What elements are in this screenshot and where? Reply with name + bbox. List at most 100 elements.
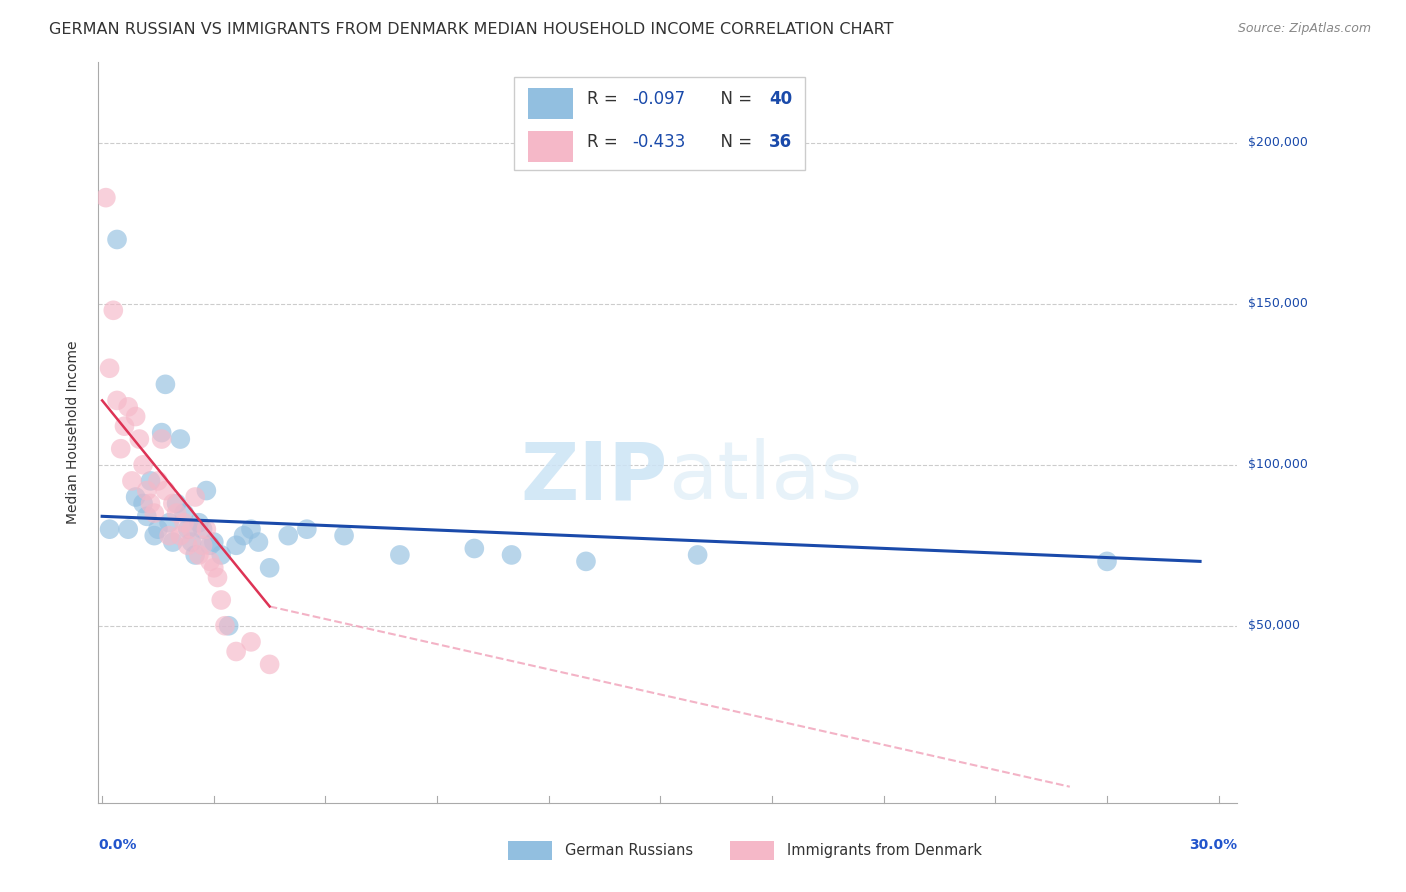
Point	[128, 432, 150, 446]
Point	[135, 509, 157, 524]
Point	[295, 522, 318, 536]
Point	[184, 548, 207, 562]
Text: -0.433: -0.433	[633, 133, 686, 151]
Text: 36: 36	[769, 133, 793, 151]
Point	[177, 538, 200, 552]
Point	[135, 483, 157, 498]
Point	[202, 535, 225, 549]
Point	[207, 570, 229, 584]
Point	[173, 516, 195, 530]
Point	[169, 432, 191, 446]
Text: -0.097: -0.097	[633, 89, 686, 108]
Bar	[509, 841, 551, 860]
Point	[173, 506, 195, 520]
Point	[155, 377, 177, 392]
Point	[117, 522, 139, 536]
Text: German Russians: German Russians	[565, 844, 693, 858]
Point	[132, 458, 155, 472]
Point	[209, 548, 232, 562]
Point	[198, 554, 221, 568]
Point	[1095, 554, 1118, 568]
Text: Immigrants from Denmark: Immigrants from Denmark	[787, 844, 983, 858]
Text: $150,000: $150,000	[1249, 297, 1308, 310]
Point	[132, 496, 155, 510]
Point	[98, 361, 121, 376]
Point	[184, 490, 207, 504]
Text: GERMAN RUSSIAN VS IMMIGRANTS FROM DENMARK MEDIAN HOUSEHOLD INCOME CORRELATION CH: GERMAN RUSSIAN VS IMMIGRANTS FROM DENMAR…	[49, 22, 894, 37]
Point	[162, 535, 184, 549]
FancyBboxPatch shape	[515, 78, 804, 169]
Point	[575, 554, 598, 568]
Point	[114, 419, 136, 434]
Point	[180, 522, 202, 536]
Point	[121, 474, 143, 488]
Point	[388, 548, 411, 562]
Point	[225, 644, 247, 658]
Point	[98, 522, 121, 536]
Point	[143, 506, 166, 520]
Point	[94, 191, 117, 205]
Point	[143, 528, 166, 542]
Text: $200,000: $200,000	[1249, 136, 1308, 150]
Text: ZIP: ZIP	[520, 438, 668, 516]
Point	[333, 528, 356, 542]
Point	[150, 425, 173, 440]
Point	[198, 538, 221, 552]
Point	[191, 538, 214, 552]
Point	[187, 548, 209, 562]
Point	[247, 535, 270, 549]
Point	[139, 496, 162, 510]
Point	[202, 561, 225, 575]
Point	[155, 483, 177, 498]
Text: N =: N =	[710, 133, 758, 151]
Point	[180, 535, 202, 549]
Bar	[527, 131, 574, 162]
Text: $100,000: $100,000	[1249, 458, 1308, 471]
Point	[686, 548, 709, 562]
Point	[150, 432, 173, 446]
Point	[191, 522, 214, 536]
Text: $50,000: $50,000	[1249, 619, 1301, 632]
Point	[195, 483, 218, 498]
Point	[146, 522, 169, 536]
Point	[501, 548, 523, 562]
Point	[240, 522, 263, 536]
Point	[124, 409, 146, 424]
Point	[277, 528, 299, 542]
Text: R =: R =	[586, 133, 623, 151]
Point	[195, 522, 218, 536]
Text: atlas: atlas	[668, 438, 862, 516]
Text: 0.0%: 0.0%	[98, 838, 136, 853]
Point	[209, 593, 232, 607]
Bar	[731, 841, 773, 860]
Point	[214, 619, 236, 633]
Point	[187, 516, 209, 530]
Point	[157, 516, 180, 530]
Text: 40: 40	[769, 89, 793, 108]
Point	[166, 506, 188, 520]
Point	[232, 528, 254, 542]
Point	[162, 496, 184, 510]
Point	[105, 232, 128, 246]
Point	[166, 496, 188, 510]
Point	[240, 635, 263, 649]
Point	[103, 303, 125, 318]
Point	[259, 561, 281, 575]
Point	[146, 474, 169, 488]
Point	[110, 442, 132, 456]
Point	[124, 490, 146, 504]
Point	[169, 528, 191, 542]
Text: 30.0%: 30.0%	[1189, 838, 1237, 853]
Point	[463, 541, 485, 556]
Point	[225, 538, 247, 552]
Point	[218, 619, 240, 633]
Text: R =: R =	[586, 89, 623, 108]
Point	[259, 657, 281, 672]
Point	[105, 393, 128, 408]
Point	[177, 522, 200, 536]
Point	[117, 400, 139, 414]
Bar	[527, 87, 574, 119]
Text: Source: ZipAtlas.com: Source: ZipAtlas.com	[1237, 22, 1371, 36]
Point	[139, 474, 162, 488]
Y-axis label: Median Household Income: Median Household Income	[66, 341, 80, 524]
